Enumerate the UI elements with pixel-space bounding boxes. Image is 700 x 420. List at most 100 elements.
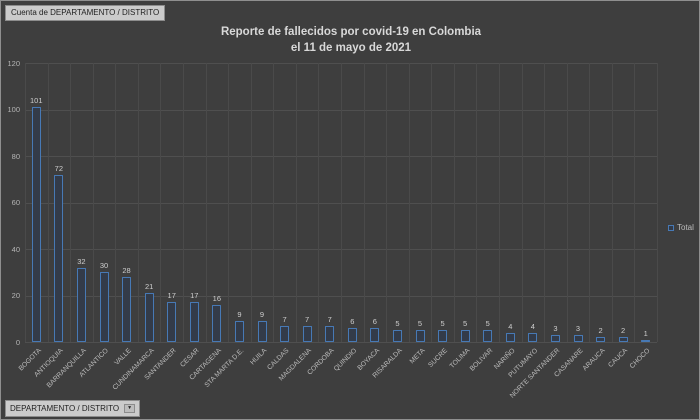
x-axis-label: BOLIVAR: [468, 347, 494, 373]
bar[interactable]: [392, 330, 402, 342]
value-label: 17: [190, 291, 199, 301]
bar[interactable]: [641, 339, 651, 342]
dropdown-arrow-icon[interactable]: ▼: [124, 404, 136, 413]
bar[interactable]: [528, 332, 538, 342]
value-label: 4: [508, 321, 513, 331]
x-gridline: [318, 63, 320, 342]
x-axis-label: CHOCO: [629, 347, 652, 371]
value-label: 72: [54, 163, 64, 173]
bar[interactable]: [415, 330, 425, 342]
x-gridline: [70, 63, 72, 342]
bar[interactable]: [596, 337, 606, 342]
x-gridline: [386, 63, 388, 342]
x-gridline: [295, 63, 297, 342]
y-axis-tick-label: 20: [11, 291, 20, 300]
value-label: 5: [440, 319, 445, 329]
value-label: 30: [99, 261, 109, 271]
bar[interactable]: [234, 321, 244, 342]
bar[interactable]: [212, 304, 222, 342]
value-label: 28: [122, 265, 131, 275]
value-label: 6: [372, 317, 377, 327]
bar[interactable]: [76, 267, 86, 342]
bar[interactable]: [460, 330, 470, 342]
value-label: 21: [144, 282, 154, 292]
bar[interactable]: [189, 302, 199, 342]
value-label: 5: [395, 319, 400, 329]
value-label: 9: [259, 310, 265, 320]
x-gridline: [160, 63, 162, 342]
x-axis-label: HUILA: [249, 347, 269, 367]
bar[interactable]: [483, 330, 493, 342]
value-label: 16: [212, 293, 222, 303]
legend-label: Total: [677, 223, 694, 232]
value-label: 32: [77, 256, 86, 266]
x-gridline: [25, 63, 26, 342]
pivot-axis-field-dropdown[interactable]: DEPARTAMENTO / DISTRITO ▼: [5, 400, 141, 417]
bar[interactable]: [99, 272, 109, 342]
x-gridline: [521, 63, 523, 342]
value-label: 3: [553, 324, 558, 334]
x-gridline: [566, 63, 568, 342]
value-label: 5: [463, 319, 468, 329]
x-gridline: [92, 63, 94, 342]
bar[interactable]: [505, 332, 515, 342]
bar[interactable]: [167, 302, 177, 342]
x-gridline: [205, 63, 207, 342]
x-gridline: [611, 63, 613, 342]
bar[interactable]: [280, 325, 290, 342]
bar[interactable]: [31, 107, 41, 342]
pivot-count-field-button[interactable]: Cuenta de DEPARTAMENTO / DISTRITO: [5, 5, 166, 21]
bar[interactable]: [122, 276, 132, 342]
value-label: 5: [417, 319, 423, 329]
x-gridline: [47, 63, 49, 342]
chart-title: Reporte de fallecidos por covid-19 en Co…: [1, 25, 699, 56]
y-axis-tick-label: 40: [11, 244, 20, 254]
x-axis-label: META: [408, 347, 427, 366]
x-gridline: [453, 63, 455, 342]
bar[interactable]: [550, 335, 560, 342]
x-gridline: [115, 63, 117, 342]
bar[interactable]: [302, 325, 312, 342]
x-gridline: [137, 63, 139, 342]
bar[interactable]: [257, 321, 267, 342]
bar[interactable]: [438, 330, 448, 342]
x-gridline: [657, 63, 658, 342]
axis-field-label: DEPARTAMENTO / DISTRITO: [10, 403, 120, 413]
value-label: 5: [485, 319, 490, 329]
bar[interactable]: [370, 328, 380, 342]
x-gridline: [476, 63, 478, 342]
value-label: 9: [237, 310, 242, 320]
chart-title-line2: el 11 de mayo de 2021: [290, 41, 412, 54]
x-axis-label: QUINDIO: [333, 347, 359, 373]
x-gridline: [431, 63, 433, 342]
chart-legend[interactable]: Total: [668, 223, 694, 232]
x-axis-label: VALLE: [113, 347, 133, 367]
bar[interactable]: [144, 293, 154, 342]
x-gridline: [634, 63, 636, 342]
value-label: 2: [621, 326, 626, 336]
legend-swatch-icon: [668, 224, 674, 231]
x-gridline: [228, 63, 230, 342]
bar[interactable]: [325, 325, 335, 342]
value-label: 7: [305, 314, 310, 324]
value-label: 1: [643, 328, 648, 338]
y-axis-tick-label: 120: [7, 58, 20, 68]
x-axis-label: SUCRE: [427, 347, 449, 370]
bar[interactable]: [347, 328, 357, 342]
x-axis-label: ARAUCA: [581, 347, 607, 373]
bar[interactable]: [54, 174, 64, 342]
x-gridline: [273, 63, 275, 342]
value-label: 101: [30, 96, 43, 106]
bar[interactable]: [573, 335, 583, 342]
x-axis-label: CAUCA: [607, 347, 630, 370]
bar[interactable]: [618, 337, 628, 342]
value-label: 3: [575, 324, 581, 334]
x-gridline: [341, 63, 342, 342]
x-gridline: [544, 63, 546, 342]
value-label: 4: [530, 321, 535, 331]
x-gridline: [589, 63, 591, 342]
x-gridline: [183, 63, 184, 342]
y-gridline: [25, 342, 657, 343]
